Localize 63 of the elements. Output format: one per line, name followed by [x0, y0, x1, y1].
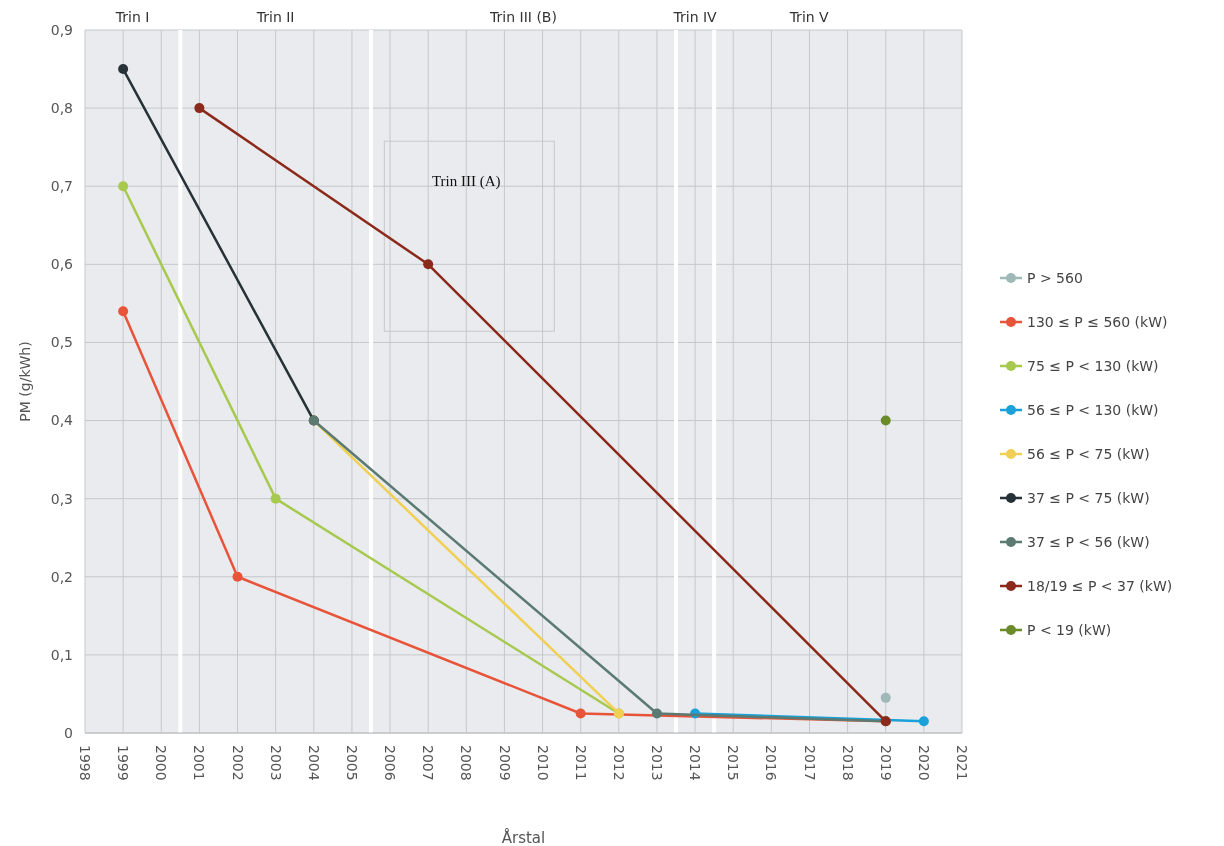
point: [918, 716, 929, 727]
x-tick-label: 2006: [382, 745, 399, 781]
x-tick-label: 2017: [801, 745, 818, 781]
x-tick-label: 2015: [725, 745, 742, 781]
y-axis-title: PM (g/kWh): [17, 341, 33, 422]
x-tick-label: 1998: [77, 745, 94, 781]
x-tick-label: 2003: [267, 745, 284, 781]
x-tick-label: 2012: [610, 745, 627, 781]
x-tick-label: 2010: [534, 745, 551, 781]
y-tick-label: 0,5: [50, 334, 73, 351]
point: [575, 708, 586, 719]
x-tick-label: 2005: [344, 745, 361, 781]
x-tick-label: 2007: [420, 745, 437, 781]
point: [118, 306, 129, 317]
x-tick-label: 2016: [763, 745, 780, 781]
y-tick-label: 0,4: [50, 412, 74, 429]
x-tick-label: 2001: [191, 745, 208, 781]
legend-label: 75 ≤ P < 130 (kW): [1027, 357, 1159, 374]
x-tick-label: 2020: [915, 745, 932, 781]
x-tick-label: 1999: [115, 745, 132, 781]
legend-label: 56 ≤ P < 130 (kW): [1027, 401, 1159, 418]
y-tick-label: 0,2: [50, 568, 73, 585]
y-tick-label: 0,1: [50, 646, 73, 663]
x-tick-label: 2009: [496, 745, 513, 781]
y-tick-label: 0,8: [50, 100, 73, 117]
y-tick-label: 0,3: [50, 490, 73, 507]
x-tick-label: 2021: [954, 745, 971, 781]
point: [651, 708, 662, 719]
x-tick-label: 2000: [153, 745, 170, 781]
x-tick-label: 2014: [687, 745, 704, 781]
legend-label: P > 560: [1027, 269, 1083, 286]
legend-label: 130 ≤ P ≤ 560 (kW): [1027, 313, 1168, 330]
point: [880, 692, 891, 703]
point: [880, 415, 891, 426]
text: Trin V: [788, 9, 830, 25]
point: [232, 571, 243, 582]
legend-label: 18/19 ≤ P < 37 (kW): [1027, 577, 1173, 594]
point: [194, 103, 205, 114]
text: Trin II: [255, 9, 295, 25]
x-tick-label: 2008: [458, 745, 475, 781]
text: Trin III (B): [489, 9, 557, 25]
point: [118, 181, 129, 192]
legend-label: 37 ≤ P < 56 (kW): [1027, 533, 1150, 550]
point: [423, 259, 434, 270]
y-tick-label: 0,6: [50, 256, 74, 273]
point: [270, 493, 281, 504]
x-tick-label: 2019: [877, 745, 894, 781]
x-tick-label: 2011: [572, 745, 589, 781]
legend-label: P < 19 (kW): [1027, 621, 1112, 638]
legend-label: 56 ≤ P < 75 (kW): [1027, 445, 1150, 462]
y-tick-label: 0,9: [50, 21, 73, 38]
x-tick-label: 2004: [305, 745, 322, 781]
legend-label: 37 ≤ P < 75 (kW): [1027, 489, 1150, 506]
y-tick-label: 0: [64, 724, 73, 741]
x-tick-label: 2002: [229, 745, 246, 781]
annotation: Trin III (A): [432, 173, 501, 191]
x-tick-label: 2018: [839, 745, 856, 781]
y-tick-label: 0,7: [50, 178, 73, 195]
x-axis-title: Årstal: [501, 828, 546, 846]
text: Trin I: [114, 9, 150, 25]
text: Trin IV: [672, 9, 718, 25]
point: [118, 64, 129, 75]
x-tick-label: 2013: [649, 745, 666, 781]
